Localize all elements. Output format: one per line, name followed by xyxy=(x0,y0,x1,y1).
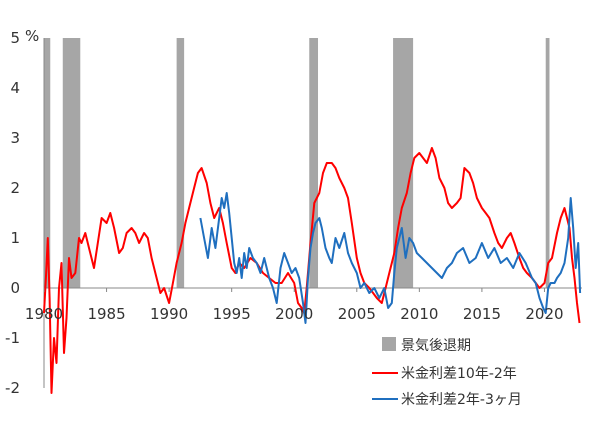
x-tick-label: 2000 xyxy=(275,305,313,323)
legend-item-series-2: 米金利差2年-3ヶ月 xyxy=(372,392,522,408)
y-tick-label: 0 xyxy=(10,279,20,297)
legend-swatch-recession xyxy=(382,337,396,351)
series-line-2 xyxy=(199,192,582,324)
y-tick-label: 5 xyxy=(10,29,20,47)
legend-label-recession: 景気後退期 xyxy=(401,338,471,354)
x-tick-label: 1985 xyxy=(87,305,125,323)
y-tick-label: -2 xyxy=(5,379,20,397)
x-tick-label: 2015 xyxy=(463,305,501,323)
recession-band-3 xyxy=(176,38,185,288)
recession-band-4 xyxy=(309,38,319,288)
legend: 景気後退期 米金利差10年-2年 米金利差2年-3ヶ月 xyxy=(372,337,522,408)
y-tick-label: 2 xyxy=(10,179,20,197)
y-tick-label: -1 xyxy=(5,329,20,347)
legend-item-recession: 景気後退期 xyxy=(382,337,471,354)
legend-label-series-1: 米金利差10年-2年 xyxy=(401,366,517,382)
y-unit-label: % xyxy=(25,27,39,45)
recession-band-2 xyxy=(62,38,81,288)
y-tick-label: 3 xyxy=(10,129,20,147)
x-tick-labels: 1980 1985 1990 1995 2000 2005 2010 2015 2020 xyxy=(25,288,564,323)
y-tick-label: 1 xyxy=(10,229,20,247)
series-layer xyxy=(43,147,582,394)
x-tick-label: 1990 xyxy=(150,305,188,323)
x-tick-label: 1980 xyxy=(25,305,63,323)
y-tick-labels: -2 -1 0 1 2 3 4 5 xyxy=(5,29,20,397)
x-tick-label: 2005 xyxy=(338,305,376,323)
x-tick-label: 2010 xyxy=(400,305,438,323)
x-tick-label: 1995 xyxy=(213,305,251,323)
y-tick-label: 4 xyxy=(10,79,20,97)
x-tick-label: 2020 xyxy=(525,305,563,323)
recession-band-6 xyxy=(545,38,550,288)
legend-item-series-1: 米金利差10年-2年 xyxy=(372,366,517,382)
recession-band-1 xyxy=(44,38,51,288)
legend-label-series-2: 米金利差2年-3ヶ月 xyxy=(401,392,522,408)
